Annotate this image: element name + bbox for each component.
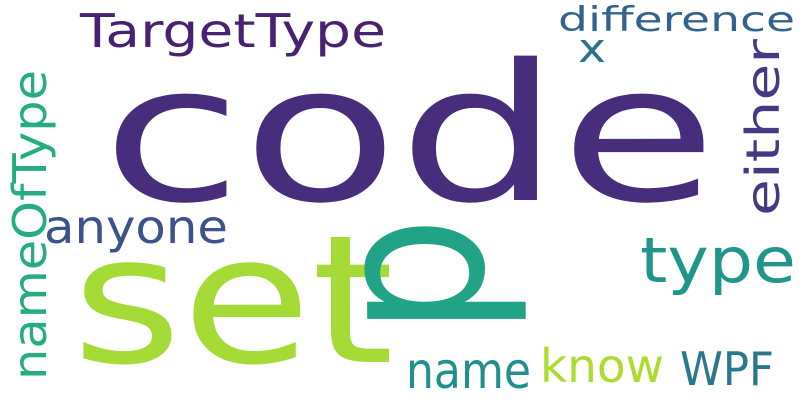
word-type: type	[640, 224, 796, 297]
word-name: name	[406, 342, 531, 400]
word-anyone: anyone	[44, 200, 228, 254]
word-p: p	[287, 216, 532, 336]
word-name-of-type: nameOfType	[3, 70, 57, 380]
word-know: know	[540, 339, 664, 393]
word-difference: difference	[558, 0, 795, 40]
word-wpf: WPF	[680, 342, 774, 396]
word-set: set	[72, 197, 394, 400]
word-target-type: TargetType	[79, 4, 386, 58]
word-code: code	[102, 24, 717, 245]
word-x: x	[578, 26, 606, 72]
word-either: either	[736, 39, 790, 216]
